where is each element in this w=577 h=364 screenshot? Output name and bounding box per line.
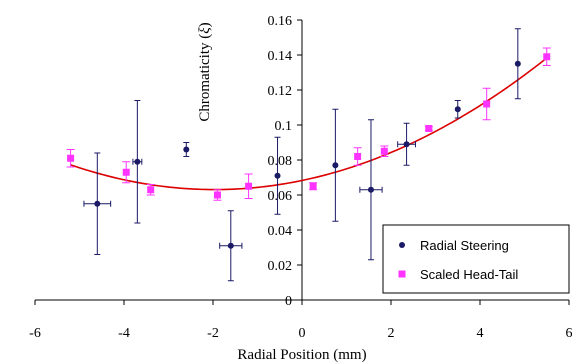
radial-steering-point [94, 200, 101, 207]
legend-label-radial-steering: Radial Steering [420, 238, 509, 253]
scaled-head-tail-point [380, 147, 388, 155]
scaled-head-tail-point [213, 191, 221, 199]
scaled-head-tail-point [354, 153, 362, 160]
y-tick-label: 0.04 [268, 224, 293, 239]
y-tick-label: 0.1 [275, 119, 293, 134]
scaled-head-tail-point [245, 182, 253, 190]
y-tick-label: 0.02 [268, 259, 293, 274]
x-axis-title: Radial Position (mm) [237, 347, 366, 363]
x-tick-label: -4 [118, 326, 130, 341]
fit-curve [70, 57, 548, 191]
y-tick-label: 0.12 [268, 84, 293, 99]
y-axis-title-main: Chromaticity ( [197, 34, 213, 122]
y-tick-label: 0 [285, 294, 292, 309]
radial-steering-point [514, 60, 521, 67]
scaled-head-tail-point [425, 125, 433, 132]
markers [67, 53, 551, 249]
scaled-head-tail-point [543, 53, 551, 61]
y-tick-label: 0.16 [268, 14, 293, 29]
radial-steering-point [454, 106, 461, 113]
x-tick-label: 4 [477, 326, 484, 341]
radial-steering-point [227, 242, 234, 249]
legend-marker-radial-steering [399, 242, 405, 248]
radial-steering-point [274, 172, 281, 179]
scaled-head-tail-point [309, 182, 317, 190]
y-tick-label: 0.06 [268, 189, 293, 204]
legend: Radial Steering Scaled Head-Tail [382, 224, 570, 294]
y-axis-title-symbol: ξ [197, 27, 213, 34]
radial-steering-point [134, 158, 141, 165]
x-tick-label: 2 [388, 326, 395, 341]
ticks: -6 -4 -2 0 2 4 6 0 0.02 0.04 0.06 0.08 0.1 0.12 0.14 0.… [29, 14, 572, 341]
scaled-head-tail-point [122, 168, 130, 176]
radial-steering-point [403, 141, 410, 148]
fit-curve-group [70, 57, 548, 191]
legend-label-scaled-head-tail: Scaled Head-Tail [420, 267, 518, 282]
x-tick-label: -6 [29, 326, 41, 341]
y-tick-label: 0.08 [268, 154, 293, 169]
legend-marker-scaled-head-tail [398, 270, 406, 278]
radial-steering-point [332, 162, 339, 169]
y-axis-title-close: ) [197, 22, 213, 27]
radial-steering-point [183, 146, 190, 153]
scaled-head-tail-point [67, 154, 75, 162]
scaled-head-tail-point [483, 100, 491, 108]
y-tick-label: 0.14 [268, 49, 293, 64]
x-tick-label: -2 [207, 326, 219, 341]
x-tick-label: 0 [299, 326, 306, 341]
x-tick-label: 6 [566, 326, 573, 341]
y-axis-title: Chromaticity (ξ) [197, 22, 213, 121]
radial-steering-point [367, 186, 374, 193]
scaled-head-tail-point [147, 186, 155, 194]
legend-box [382, 224, 570, 294]
